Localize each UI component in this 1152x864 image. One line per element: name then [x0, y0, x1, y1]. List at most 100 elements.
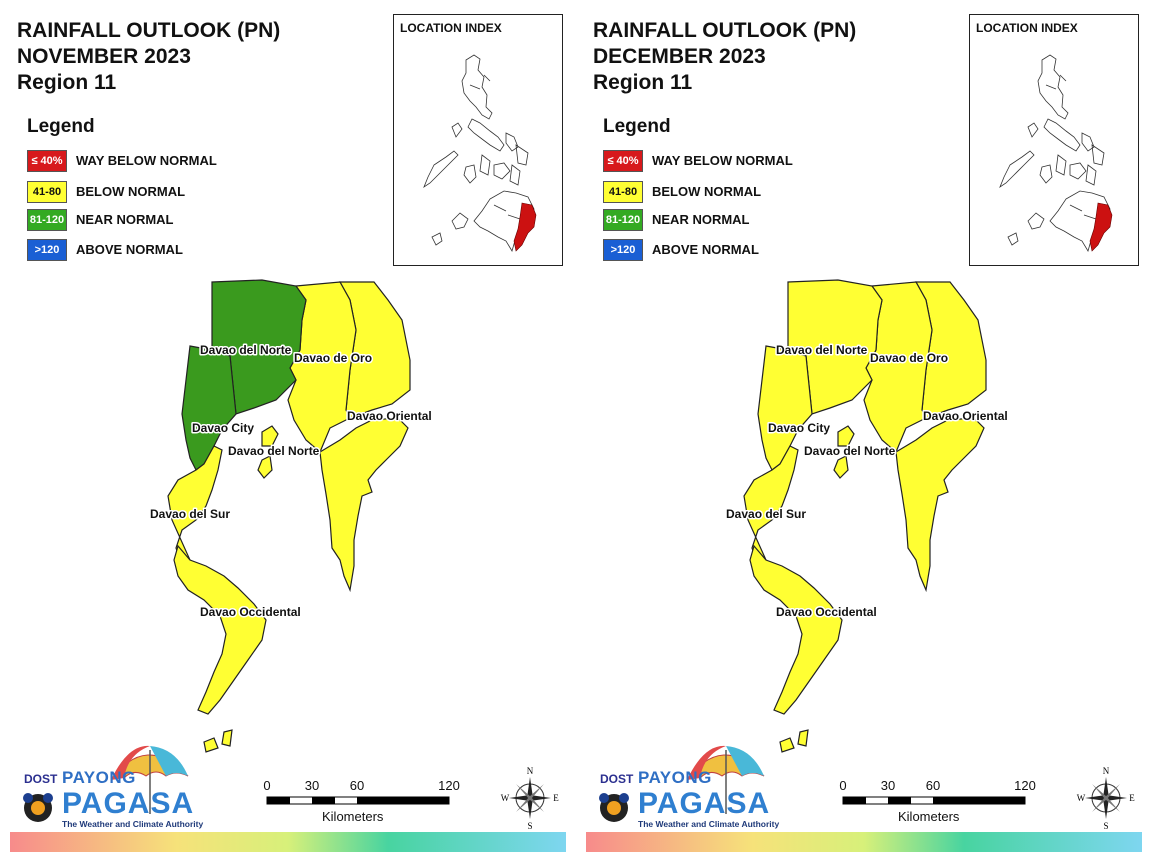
province-davao-del-sur	[743, 445, 799, 567]
philippines-outline	[999, 54, 1113, 252]
logo-dost-text: DOST	[600, 772, 634, 786]
legend-swatch: 41-80	[603, 181, 643, 203]
gradient-footer-strip	[586, 832, 1142, 852]
legend-title: Legend	[603, 116, 671, 137]
philippines-outline	[423, 54, 537, 252]
legend-swatch: >120	[603, 239, 643, 261]
label-davao-oriental: Davao Oriental	[347, 409, 432, 423]
label-davao-del-norte: Davao del Norte	[200, 343, 292, 357]
compass-s: S	[527, 821, 532, 831]
islet	[779, 729, 809, 753]
scale-tick-0: 0	[263, 778, 271, 793]
legend-label: ABOVE NORMAL	[76, 242, 183, 257]
umbrella-logo-icon	[599, 745, 765, 822]
north-arrow-compass: N S E W	[500, 765, 560, 831]
payong-pagasa-logo: DOST PAYONG PAGASA The Weather and Clima…	[16, 740, 203, 832]
location-index-inset: LOCATION INDEX	[393, 14, 563, 266]
legend-swatch: 81-120	[27, 209, 67, 231]
region-11-highlight	[513, 202, 537, 252]
title-line-3: Region 11	[17, 71, 117, 94]
logo-pagasa-text: PAGASA	[62, 787, 195, 820]
scale-tick-60: 60	[349, 778, 365, 793]
islet	[203, 729, 233, 753]
label-davao-city: Davao City	[192, 421, 254, 435]
label-davao-del-norte: Davao del Norte	[776, 343, 868, 357]
label-davao-de-oro: Davao de Oro	[294, 351, 372, 365]
scale-tick-60: 60	[925, 778, 941, 793]
compass-rose-icon: N S E W	[1077, 766, 1136, 831]
label-davao-occidental: Davao Occidental	[776, 605, 877, 619]
province-davao-del-norte-samal	[833, 425, 855, 479]
scale-bar-graphic	[266, 796, 450, 805]
logo-payong-text: PAYONG	[62, 768, 136, 787]
logo-tagline: The Weather and Climate Authority	[638, 819, 780, 829]
compass-s: S	[1103, 821, 1108, 831]
compass-w: W	[501, 793, 510, 803]
inset-title: LOCATION INDEX	[976, 21, 1078, 35]
scale-tick-0: 0	[839, 778, 847, 793]
province-davao-del-sur	[167, 445, 223, 567]
panel-december: RAINFALL OUTLOOK (PN) DECEMBER 2023 Regi…	[576, 0, 1152, 864]
legend-label: NEAR NORMAL	[652, 212, 750, 227]
scale-tick-120: 120	[1014, 778, 1036, 793]
title-line-3: Region 11	[593, 71, 693, 94]
legend-label: BELOW NORMAL	[652, 184, 762, 199]
inset-title: LOCATION INDEX	[400, 21, 502, 35]
label-davao-del-sur: Davao del Sur	[726, 507, 806, 521]
logo-payong-text: PAYONG	[638, 768, 712, 787]
scale-tick-30: 30	[880, 778, 896, 793]
legend-title: Legend	[27, 116, 95, 137]
north-arrow-compass: N S E W	[1076, 765, 1136, 831]
legend-swatch: >120	[27, 239, 67, 261]
province-davao-del-norte-samal	[257, 425, 279, 479]
compass-w: W	[1077, 793, 1086, 803]
compass-e: E	[1129, 793, 1135, 803]
scale-bar-graphic	[842, 796, 1026, 805]
label-davao-de-oro: Davao de Oro	[870, 351, 948, 365]
province-davao-occidental	[749, 544, 843, 715]
legend-label: WAY BELOW NORMAL	[76, 153, 217, 168]
legend-swatch: 81-120	[603, 209, 643, 231]
legend-label: BELOW NORMAL	[76, 184, 186, 199]
title-line-2: NOVEMBER 2023	[17, 45, 191, 68]
map-title: RAINFALL OUTLOOK (PN) NOVEMBER 2023 Regi…	[17, 18, 280, 96]
location-index-inset: LOCATION INDEX	[969, 14, 1139, 266]
scale-tick-120: 120	[438, 778, 460, 793]
compass-e: E	[553, 793, 559, 803]
label-davao-oriental: Davao Oriental	[923, 409, 1008, 423]
legend-swatch: 41-80	[27, 181, 67, 203]
label-davao-city: Davao City	[768, 421, 830, 435]
region-11-map: Davao del Norte Davao de Oro Davao Orien…	[149, 279, 433, 753]
province-davao-occidental	[173, 544, 267, 715]
region-11-highlight	[1089, 202, 1113, 252]
panel-november: RAINFALL OUTLOOK (PN) NOVEMBER 2023 Regi…	[10, 14, 566, 852]
legend-label: WAY BELOW NORMAL	[652, 153, 793, 168]
legend-swatch: ≤ 40%	[27, 150, 67, 172]
legend-swatch: ≤ 40%	[603, 150, 643, 172]
label-davao-del-norte-samal: Davao del Norte	[804, 444, 896, 458]
scale-bar: 0 30 60 120 Kilometers	[262, 778, 472, 828]
title-line-1: RAINFALL OUTLOOK (PN)	[17, 19, 281, 42]
umbrella-logo-icon	[23, 745, 189, 822]
map-title: RAINFALL OUTLOOK (PN) DECEMBER 2023 Regi…	[593, 18, 856, 96]
label-davao-del-norte-samal: Davao del Norte	[228, 444, 320, 458]
legend-label: ABOVE NORMAL	[652, 242, 759, 257]
scale-tick-30: 30	[304, 778, 320, 793]
logo-pagasa-text: PAGASA	[638, 787, 771, 820]
legend-label: NEAR NORMAL	[76, 212, 174, 227]
payong-pagasa-logo: DOST PAYONG PAGASA The Weather and Clima…	[592, 740, 779, 832]
compass-n: N	[1103, 766, 1110, 776]
compass-n: N	[527, 766, 534, 776]
title-line-2: DECEMBER 2023	[593, 45, 766, 68]
gradient-footer-strip	[10, 832, 566, 852]
label-davao-occidental: Davao Occidental	[200, 605, 301, 619]
logo-dost-text: DOST	[24, 772, 58, 786]
scale-unit: Kilometers	[322, 809, 384, 824]
label-davao-del-sur: Davao del Sur	[150, 507, 230, 521]
compass-rose-icon: N S E W	[501, 766, 560, 831]
scale-bar: 0 30 60 120 Kilometers	[838, 778, 1048, 828]
region-11-map: Davao del Norte Davao de Oro Davao Orien…	[725, 279, 1009, 753]
logo-tagline: The Weather and Climate Authority	[62, 819, 204, 829]
scale-unit: Kilometers	[898, 809, 960, 824]
title-line-1: RAINFALL OUTLOOK (PN)	[593, 19, 857, 42]
